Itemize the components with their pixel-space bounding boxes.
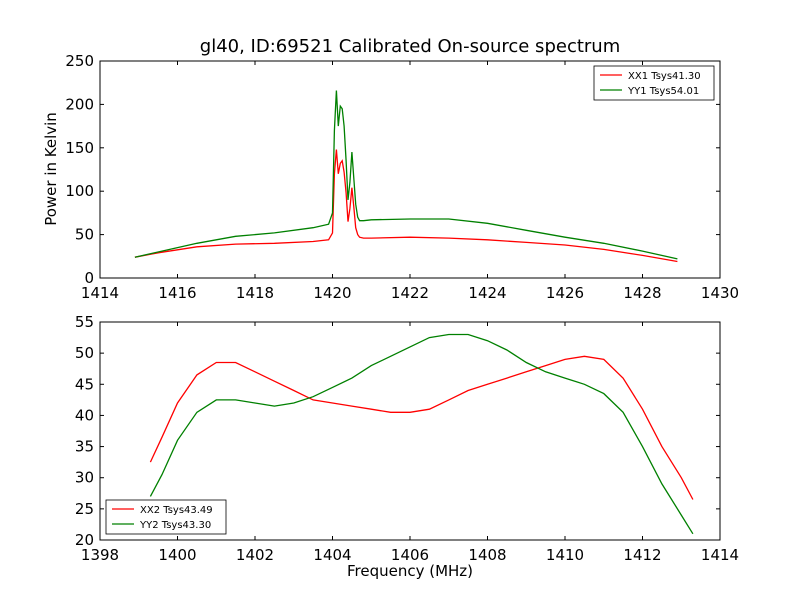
bottom-chart-series-group: [149, 333, 694, 535]
chart0-x-tick-label: 1426: [546, 284, 584, 302]
chart1-legend-box: [105, 499, 227, 535]
chart1-y-tick-label: 45: [75, 375, 94, 393]
chart0-x-tick-label: 1418: [236, 284, 274, 302]
chart1-series-line-1: [149, 333, 694, 535]
top-chart: gl40, ID:69521 Calibrated On-source spec…: [42, 36, 739, 302]
chart0-x-tick-label: 1430: [701, 284, 739, 302]
chart0-legend-label-1: YY1 Tsys54.01: [627, 86, 699, 97]
chart1-x-tick-label: 1400: [158, 546, 196, 564]
top-chart-legend: XX1 Tsys41.30 YY1 Tsys54.01: [593, 65, 715, 101]
chart1-y-tick-label: 55: [75, 313, 94, 331]
chart0-y-tick-label: 50: [75, 226, 94, 244]
chart1-x-tick-label: 1402: [236, 546, 274, 564]
chart1-y-tick-label: 50: [75, 344, 94, 362]
top-chart-series-group: [134, 90, 678, 263]
chart0-x-tick-label: 1416: [158, 284, 196, 302]
top-chart-ticks: 1414 1416 1418 1420 1422 1424 1426 1428 1430 0 50 1…: [65, 52, 739, 302]
chart1-y-tick-label: 30: [75, 469, 94, 487]
bottom-chart-ticks: 1398 1400 1402 1404 1406 1408 1410 1412 1414 20 25…: [75, 313, 739, 564]
chart1-y-tick-label: 20: [75, 531, 94, 549]
chart0-x-tick-label: 1424: [468, 284, 506, 302]
chart0-series-line-0: [134, 149, 678, 263]
chart1-x-tick-label: 1410: [546, 546, 584, 564]
bottom-chart-x-axis-label: Frequency (MHz): [347, 562, 473, 580]
chart1-x-tick-label: 1408: [468, 546, 506, 564]
chart0-y-tick-label: 100: [65, 182, 94, 200]
chart1-x-tick-label: 1398: [81, 546, 119, 564]
chart1-x-tick-label: 1412: [623, 546, 661, 564]
chart1-legend-label-0: XX2 Tsys43.49: [140, 505, 213, 516]
chart0-y-tick-label: 150: [65, 139, 94, 157]
chart1-series-line-0: [149, 355, 694, 500]
chart1-x-tick-label: 1414: [701, 546, 739, 564]
chart0-legend-box: [593, 65, 715, 101]
chart1-x-tick-label: 1406: [391, 546, 429, 564]
chart0-x-tick-label: 1414: [81, 284, 119, 302]
chart0-y-tick-label: 200: [65, 95, 94, 113]
chart1-y-tick-label: 35: [75, 438, 94, 456]
chart0-y-tick-label: 0: [84, 269, 94, 287]
chart0-x-tick-label: 1422: [391, 284, 429, 302]
bottom-chart: Frequency (MHz) 1398 1400 1402 1404 1406 1408…: [75, 313, 739, 580]
top-chart-title: gl40, ID:69521 Calibrated On-source spec…: [200, 36, 620, 57]
chart0-legend-label-0: XX1 Tsys41.30: [628, 71, 701, 82]
chart0-series-line-1: [134, 90, 678, 260]
chart0-y-tick-label: 250: [65, 52, 94, 70]
chart1-x-tick-label: 1404: [313, 546, 351, 564]
bottom-chart-legend: XX2 Tsys43.49 YY2 Tsys43.30: [105, 499, 227, 535]
chart0-x-tick-label: 1420: [313, 284, 351, 302]
chart1-y-tick-label: 25: [75, 500, 94, 518]
chart0-x-tick-label: 1428: [623, 284, 661, 302]
top-chart-y-axis-label: Power in Kelvin: [42, 112, 60, 226]
chart1-y-tick-label: 40: [75, 406, 94, 424]
chart1-legend-label-1: YY2 Tsys43.30: [139, 520, 211, 531]
